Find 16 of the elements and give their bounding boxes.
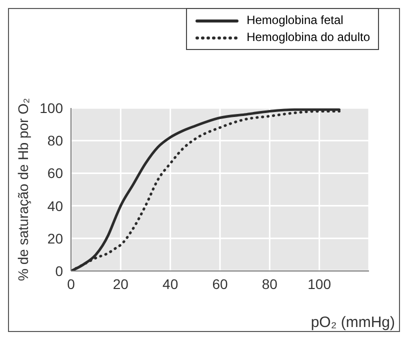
y-axis-title: % de saturação de Hb por O₂ <box>14 98 31 281</box>
x-axis-title: pO₂ (mmHg) <box>310 314 396 331</box>
x-tick-label: 40 <box>162 276 178 292</box>
y-tick-label: 100 <box>40 100 64 116</box>
y-tick-label: 0 <box>55 262 64 279</box>
legend-label: Hemoglobina fetal <box>246 12 344 29</box>
y-tick-label: 60 <box>47 165 64 182</box>
x-tick-label: 60 <box>212 276 228 292</box>
x-tick-label: 0 <box>67 276 76 292</box>
legend-label: Hemoglobina do adulto <box>246 29 370 46</box>
x-tick-label: 80 <box>262 276 278 292</box>
y-tick-label: 40 <box>47 198 64 214</box>
x-tick-label: 20 <box>112 276 129 292</box>
y-tick-label: 20 <box>47 230 64 246</box>
x-tick-label: 100 <box>308 276 332 292</box>
y-tick-label: 80 <box>47 132 64 149</box>
